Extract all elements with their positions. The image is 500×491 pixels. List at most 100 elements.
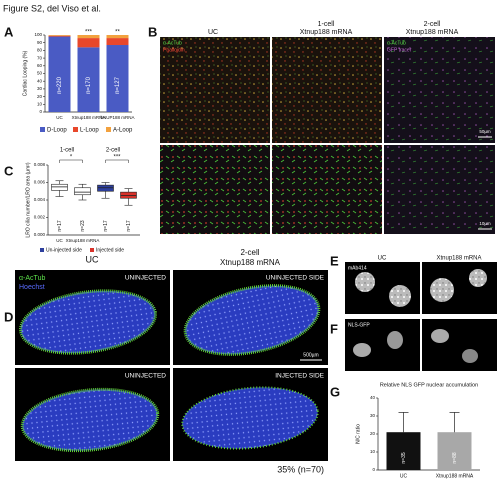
legend-label: Un-injected side <box>46 247 82 253</box>
image-label: INJECTED SIDE <box>275 373 324 380</box>
box <box>120 191 137 199</box>
column-header: Xtnup188 mRNA <box>220 258 281 267</box>
panel-letter: A <box>4 24 14 39</box>
micrograph <box>160 145 270 234</box>
x-tick-label: hNUP188 mRNA <box>100 115 134 120</box>
y-tick-label: 0.008 <box>34 162 46 167</box>
y-axis-label: LRO cilia number/LRO area (µm²) <box>25 162 31 237</box>
legend-label: A-Loop <box>113 128 133 134</box>
nucleus <box>469 269 487 287</box>
column-header: UC <box>208 29 218 36</box>
micrograph <box>272 145 382 234</box>
column-header: 2-cell <box>240 248 259 257</box>
image-label: UNINJECTED <box>125 373 166 380</box>
embryo <box>181 386 319 450</box>
x-tick-label: Xtnup188 mRNA <box>66 238 100 243</box>
y-tick-label: 70 <box>37 55 43 60</box>
significance: *** <box>85 30 93 36</box>
column-header: 2-cell <box>424 21 441 28</box>
y-tick-label: 80 <box>37 48 43 53</box>
column-header: Xtnup188 mRNA <box>300 29 353 36</box>
nucleus <box>462 349 478 363</box>
n-label: n=17 <box>57 220 63 231</box>
x-tick-label: Xtnup188 mRNA <box>72 115 106 120</box>
image-label: UNINJECTED SIDE <box>266 275 325 282</box>
embryo <box>183 284 321 356</box>
stain-label: NLS-GFP <box>348 322 370 328</box>
y-tick-label: 0.004 <box>34 197 46 202</box>
bar-segment <box>106 35 129 39</box>
chart-title: Relative NLS GFP nuclear accumulation <box>380 382 478 388</box>
stain-label: α-AcTub <box>387 40 406 46</box>
stain-label: GFP tracer <box>387 47 412 53</box>
y-tick-label: 90 <box>37 40 43 45</box>
n-label: n=17 <box>103 220 109 231</box>
micrograph <box>384 145 495 234</box>
y-tick-label: 30 <box>37 86 43 91</box>
box <box>51 183 68 191</box>
y-tick-label: 40 <box>370 395 376 400</box>
stain-label: α-AcTub <box>19 275 45 282</box>
significance: *** <box>113 155 121 161</box>
bar-segment <box>77 47 100 112</box>
embryo <box>19 289 157 355</box>
panel-letter: G <box>330 384 340 399</box>
micrograph <box>272 37 382 143</box>
legend-label: L-Loop <box>80 128 99 134</box>
legend-swatch <box>106 127 111 132</box>
column-header: UC <box>378 256 387 262</box>
bar-segment <box>48 35 71 36</box>
x-tick-label: UC <box>56 115 63 120</box>
box <box>97 184 114 192</box>
x-tick-label: UC <box>400 473 408 479</box>
x-tick-label: Xtnup188 mRNA <box>436 473 474 479</box>
micrograph <box>160 37 270 143</box>
stain-label: Hoechst <box>19 284 45 291</box>
bar-segment <box>48 35 71 37</box>
bar-segment <box>48 36 71 112</box>
y-tick-label: 40 <box>37 78 43 83</box>
legend-label: Injected side <box>96 247 124 253</box>
bar-annotation: n=170 <box>86 76 92 94</box>
image-label: UNINJECTED <box>125 275 166 282</box>
panel-letter: E <box>330 253 339 268</box>
y-tick-label: 30 <box>370 413 376 418</box>
stain-label: mAb414 <box>348 265 367 271</box>
scale-label: 10µm <box>479 221 491 226</box>
significance-bracket <box>105 159 129 163</box>
micrograph <box>384 37 495 143</box>
y-tick-label: 0.000 <box>34 232 46 237</box>
panel-letter: B <box>148 24 157 39</box>
nucleus <box>431 329 449 343</box>
bar-segment <box>77 38 100 48</box>
y-tick-label: 10 <box>370 449 376 454</box>
legend-swatch <box>40 248 44 252</box>
embryo <box>20 387 160 453</box>
scale-label: 50µm <box>479 129 491 134</box>
legend-swatch <box>90 248 94 252</box>
panel-letter: F <box>330 321 338 336</box>
n-label: n=35 <box>401 452 407 463</box>
bar-annotation: n=220 <box>57 76 63 94</box>
y-axis-label: N/C ratio <box>355 424 361 444</box>
bar-segment <box>106 38 129 46</box>
n-label: n=88 <box>452 452 458 463</box>
y-axis-label: Cardiac Looping (%) <box>22 50 28 96</box>
bar-annotation: n=127 <box>115 76 121 94</box>
legend-swatch <box>40 127 45 132</box>
y-tick-label: 20 <box>37 94 43 99</box>
column-header: 1-cell <box>318 21 335 28</box>
group-label: 2-cell <box>106 148 120 154</box>
figure-title: Figure S2, del Viso et al. <box>3 3 101 13</box>
nucleus <box>353 343 371 357</box>
stain-label: α-AcTub <box>163 40 182 46</box>
bar <box>437 432 472 470</box>
y-tick-label: 50 <box>37 71 43 76</box>
x-tick-label: UC <box>56 238 63 243</box>
nucleus <box>389 285 411 307</box>
y-tick-label: 60 <box>37 63 43 68</box>
column-header: UC <box>86 254 99 264</box>
nucleus <box>430 278 454 302</box>
y-tick-label: 0 <box>372 467 375 472</box>
box <box>74 187 91 196</box>
